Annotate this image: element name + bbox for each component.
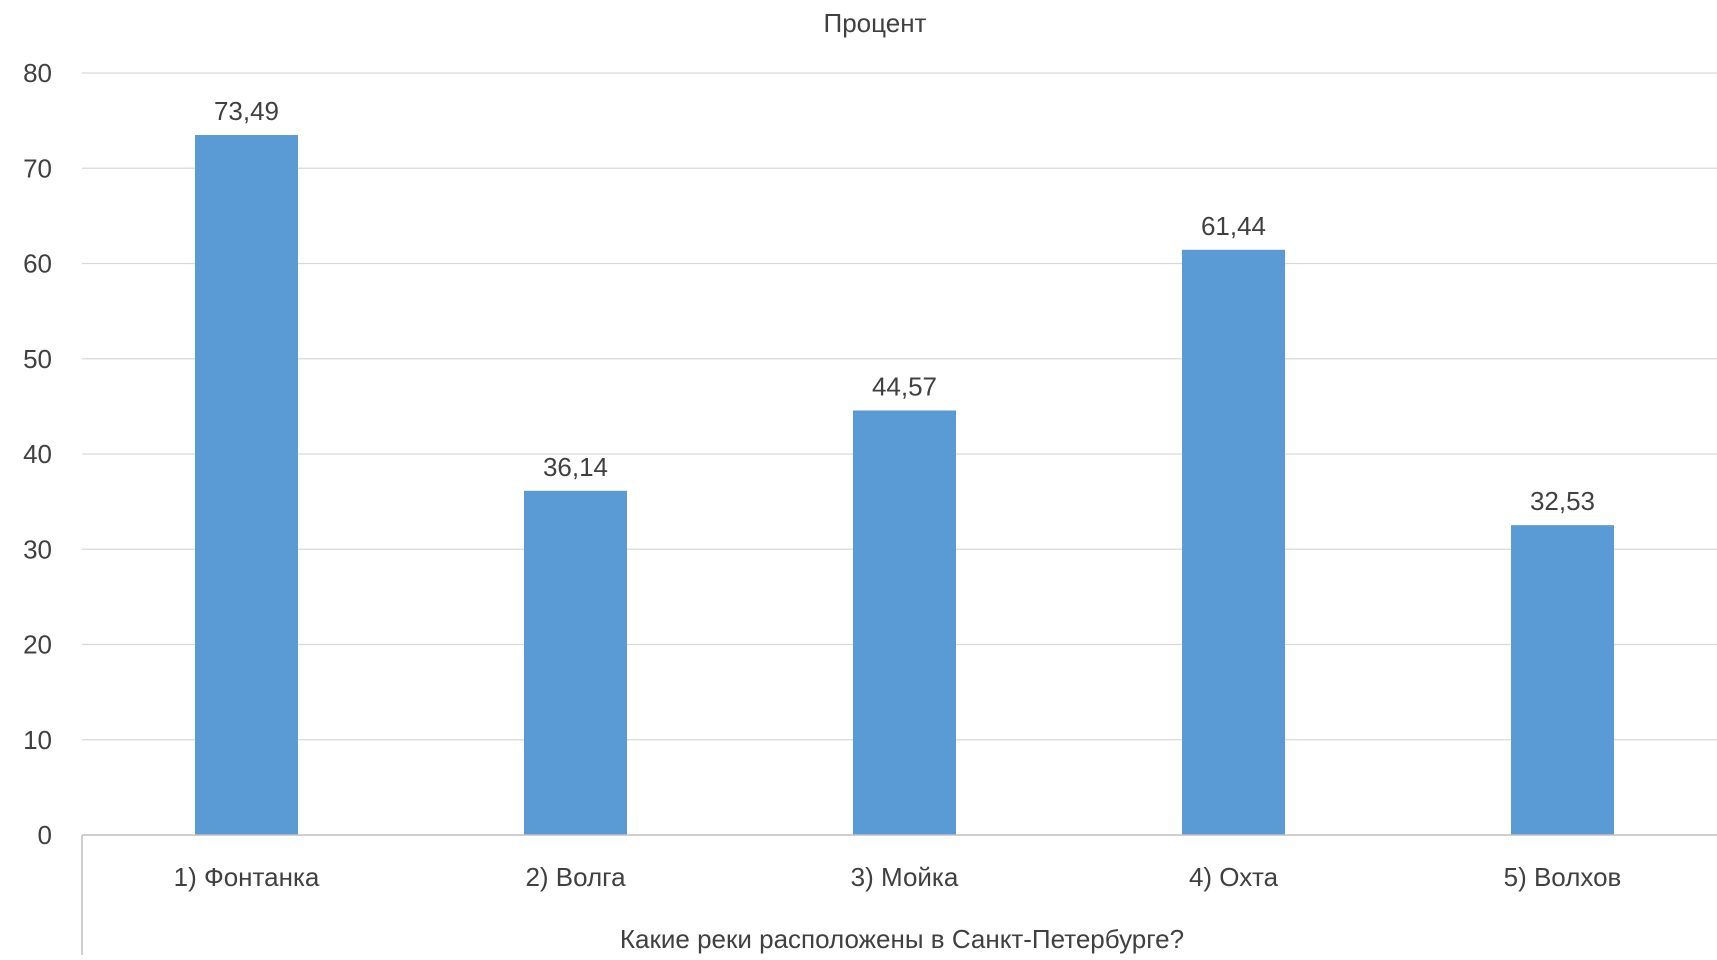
x-axis-ticks: 1) Фонтанка 2) Волга 3) Мойка 4) Охта 5) Вол… bbox=[174, 862, 1622, 892]
y-tick-label: 0 bbox=[38, 820, 52, 850]
data-label: 32,53 bbox=[1530, 486, 1595, 516]
data-label: 61,44 bbox=[1201, 211, 1266, 241]
data-label: 44,57 bbox=[872, 371, 937, 401]
bar bbox=[1511, 525, 1614, 835]
y-tick-label: 40 bbox=[23, 439, 52, 469]
bars bbox=[195, 135, 1614, 835]
x-tick-label: 2) Волга bbox=[525, 862, 626, 892]
y-tick-label: 20 bbox=[23, 630, 52, 660]
y-tick-label: 50 bbox=[23, 344, 52, 374]
chart-title: Процент bbox=[824, 8, 927, 38]
y-tick-label: 30 bbox=[23, 534, 52, 564]
y-tick-label: 10 bbox=[23, 725, 52, 755]
x-tick-label: 3) Мойка bbox=[851, 862, 959, 892]
data-label: 73,49 bbox=[214, 96, 279, 126]
y-tick-label: 60 bbox=[23, 249, 52, 279]
x-axis-title: Какие реки расположены в Санкт-Петербург… bbox=[620, 924, 1184, 954]
data-label: 36,14 bbox=[543, 452, 608, 482]
bar bbox=[524, 490, 627, 835]
bar bbox=[1182, 249, 1285, 835]
x-tick-label: 1) Фонтанка bbox=[174, 862, 320, 892]
y-tick-label: 80 bbox=[23, 58, 52, 88]
x-tick-label: 5) Волхов bbox=[1504, 862, 1622, 892]
bar bbox=[195, 135, 298, 835]
data-labels: 73,49 36,14 44,57 61,44 32,53 bbox=[214, 96, 1595, 516]
y-axis-ticks: 0 10 20 30 40 50 60 70 80 bbox=[23, 58, 52, 850]
y-tick-label: 70 bbox=[23, 153, 52, 183]
x-tick-label: 4) Охта bbox=[1189, 862, 1279, 892]
bar bbox=[853, 410, 956, 835]
